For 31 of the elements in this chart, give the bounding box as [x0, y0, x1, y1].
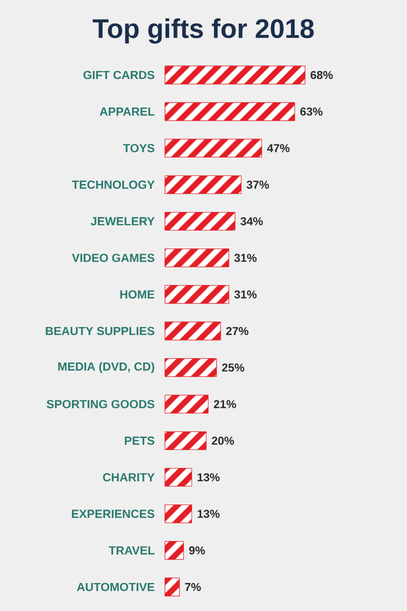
y-tick-label: MEDIA (DVD, CD) — [58, 362, 154, 374]
y-tick-label: TRAVEL — [108, 546, 154, 554]
data-label: 31% — [234, 290, 257, 298]
y-tick-label: PETS — [124, 436, 154, 445]
data-label: 21% — [214, 400, 236, 408]
data-label: 68% — [310, 70, 333, 80]
y-tick-label: JEWELERY — [90, 217, 155, 226]
data-label: 27% — [226, 326, 248, 336]
data-label: 7% — [185, 582, 201, 592]
chart-title: Top gifts for 2018 — [92, 18, 314, 44]
y-tick-label: EXPERIENCES — [72, 510, 154, 518]
data-label: 31% — [234, 254, 257, 262]
y-tick-label: AUTOMOTIVE — [76, 582, 154, 592]
y-tick-label: TOYS — [123, 144, 154, 152]
data-label: 9% — [189, 546, 205, 554]
data-label: 25% — [222, 364, 244, 372]
data-label: 37% — [246, 180, 269, 189]
y-tick-label: VIDEO GAMES — [72, 254, 154, 262]
y-tick-label: HOME — [120, 290, 154, 299]
y-tick-label: TECHNOLOGY — [72, 180, 155, 189]
y-tick-label: SPORTING GOODS — [46, 400, 154, 408]
data-label: 20% — [212, 436, 234, 445]
y-tick-label: GIFT CARDS — [83, 70, 154, 80]
data-label: 13% — [198, 473, 220, 482]
data-label: 63% — [300, 108, 323, 116]
y-tick-label: APPAREL — [100, 108, 154, 116]
y-tick-label: CHARITY — [103, 473, 155, 482]
data-label: 13% — [198, 510, 220, 518]
data-label: 47% — [267, 144, 290, 152]
data-label: 34% — [240, 217, 263, 226]
y-tick-label: BEAUTY SUPPLIES — [46, 326, 154, 336]
